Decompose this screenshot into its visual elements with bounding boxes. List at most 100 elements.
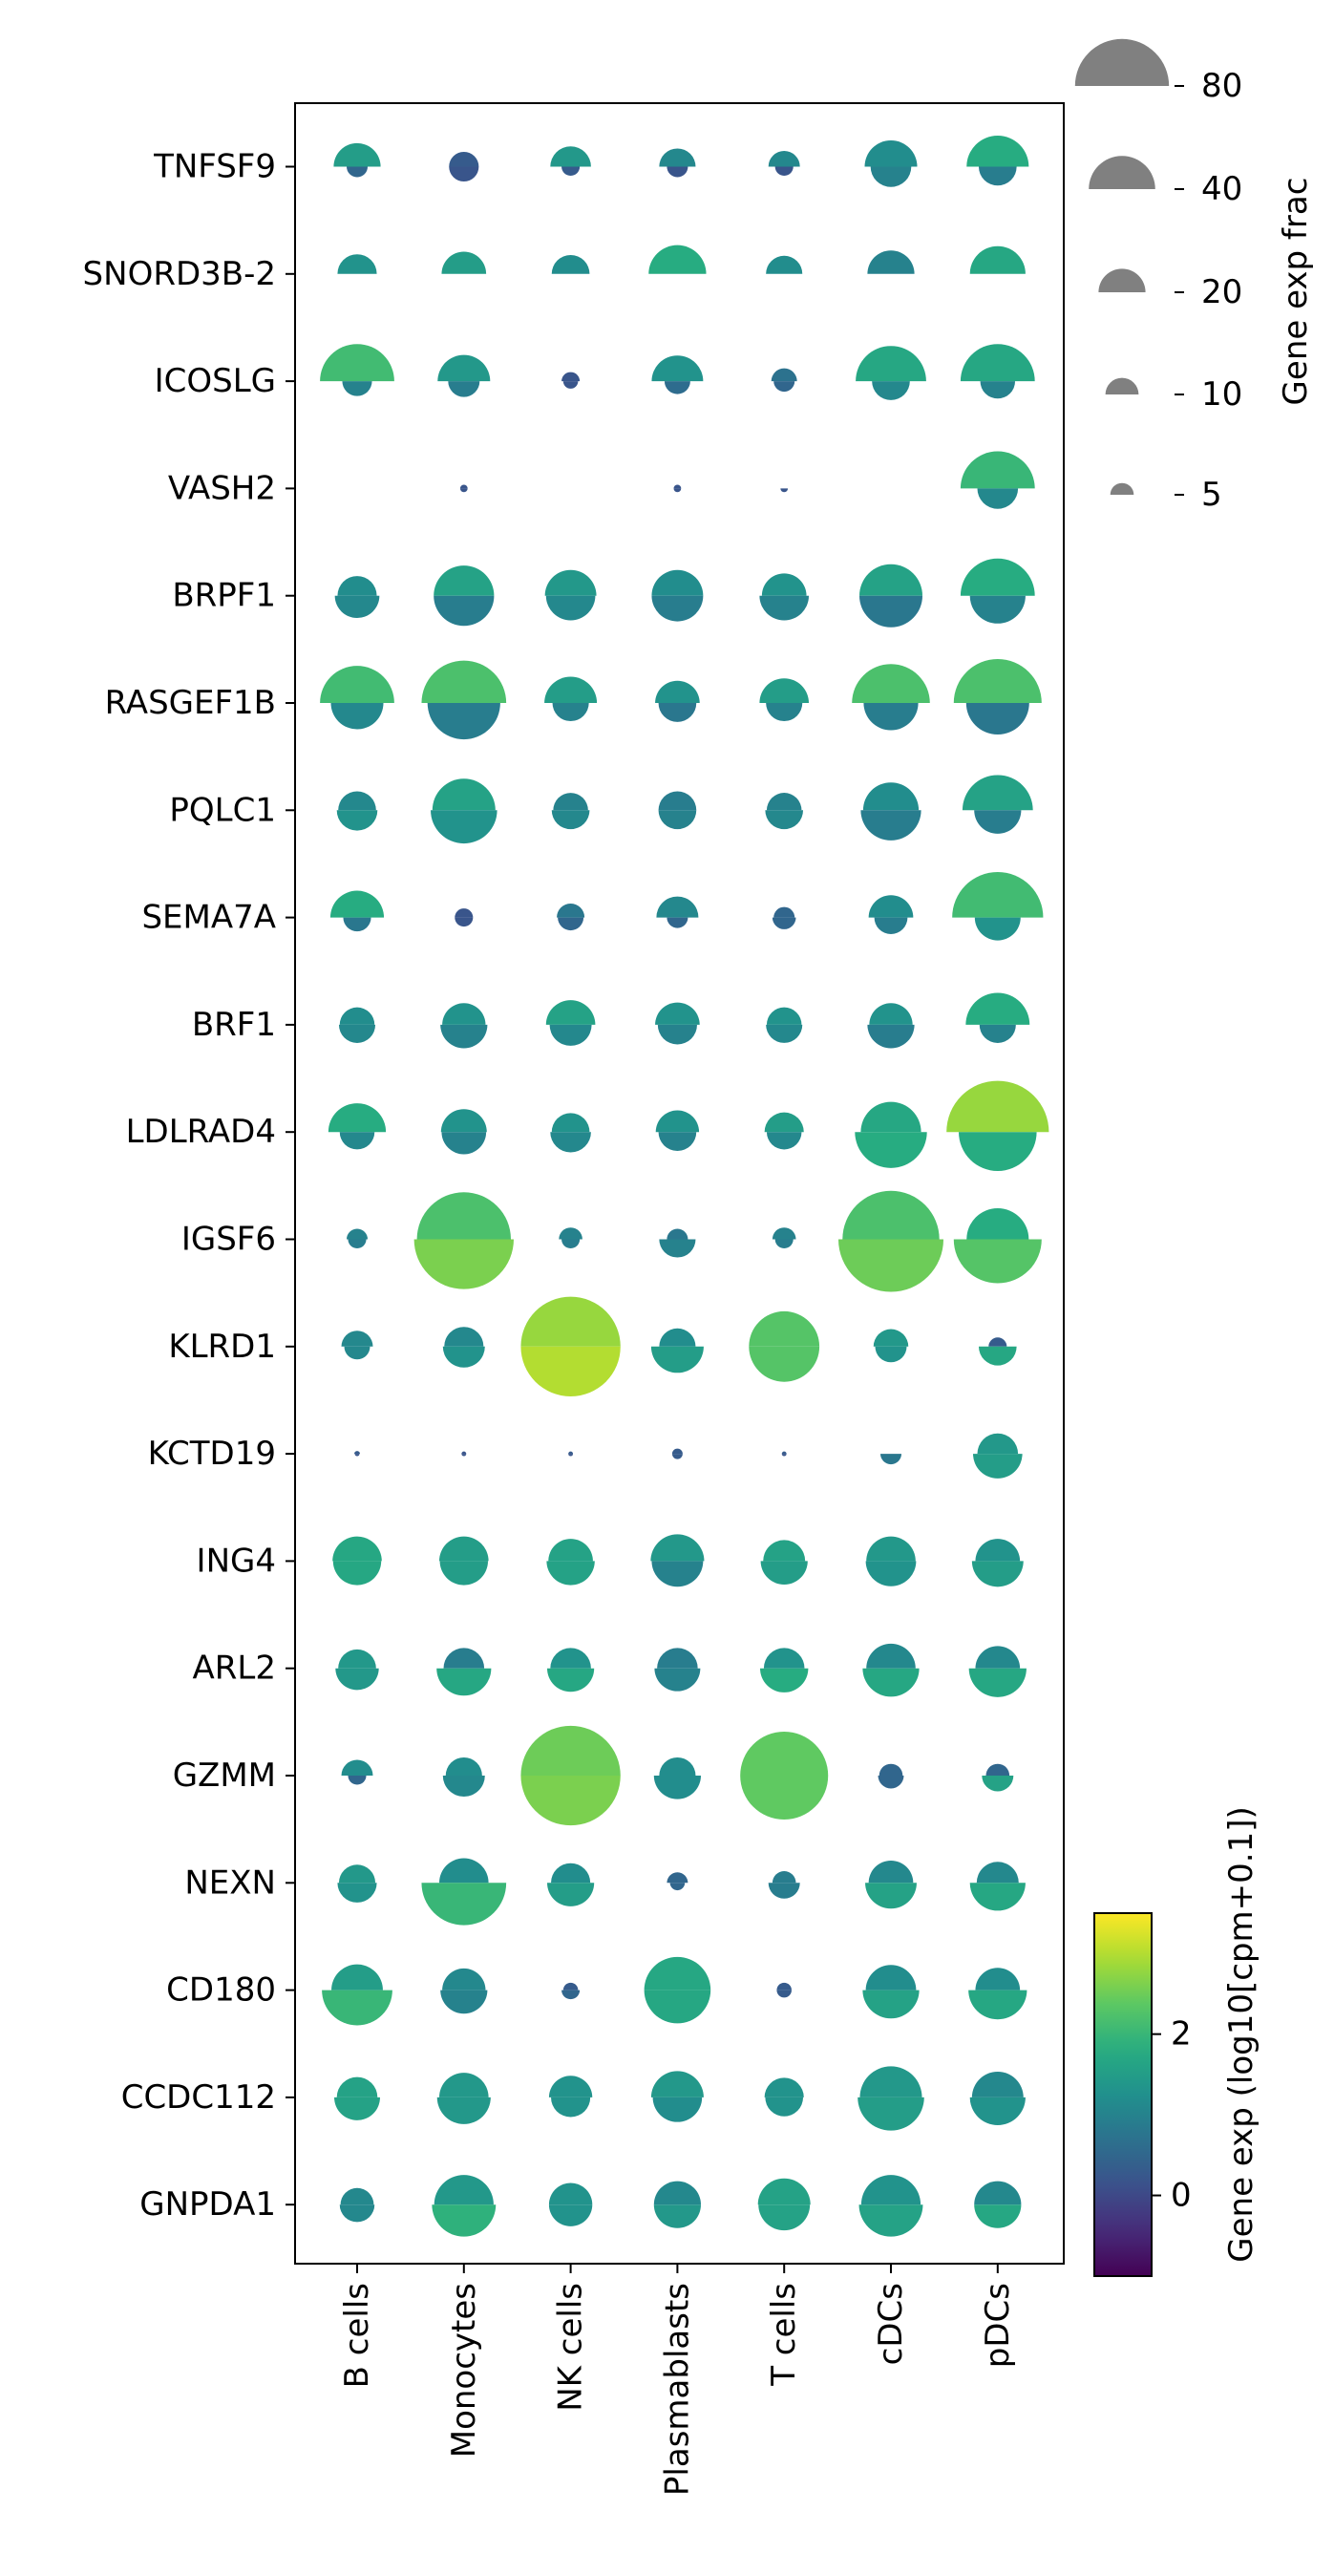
dot-bottom-LDLRAD4-T-cells: [766, 1132, 802, 1150]
dot-bottom-CCDC112-pDCs: [969, 2097, 1026, 2126]
dot-bottom-KLRD1-Plasmablasts: [650, 1346, 704, 1373]
dot-bottom-BRF1-T-cells: [766, 1024, 803, 1043]
dot-top-KCTD19-NK-cells: [568, 1451, 574, 1455]
dot-top-PQLC1-pDCs: [962, 775, 1033, 811]
dot-bottom-ICOSLG-NK-cells: [562, 381, 579, 389]
dot-bottom-GZMM-NK-cells: [520, 1776, 621, 1826]
size-legend-marker: [1089, 156, 1155, 189]
dot-top-LDLRAD4-B-cells: [328, 1103, 387, 1133]
dot-top-RASGEF1B-B-cells: [320, 666, 394, 703]
dot-bottom-IGSF6-cDCs: [838, 1239, 943, 1292]
plot-area: [294, 102, 1065, 2265]
dot-top-BRPF1-cDCs: [859, 564, 922, 596]
gene-label: SNORD3B-2: [83, 255, 276, 293]
dot-top-GZMM-T-cells: [740, 1731, 829, 1776]
dot-bottom-CD180-NK-cells: [561, 1990, 581, 2000]
dot-top-ICOSLG-cDCs: [856, 346, 926, 382]
dot-bottom-BRF1-Monocytes: [440, 1024, 488, 1049]
dot-bottom-CD180-Monocytes: [440, 1990, 488, 2014]
dot-bottom-ING4-cDCs: [865, 1561, 917, 1586]
cell-type-label: cDCs: [872, 2283, 910, 2365]
dot-bottom-SEMA7A-NK-cells: [558, 917, 584, 931]
dot-bottom-NEXN-Monocytes: [421, 1883, 507, 1926]
dot-top-ING4-B-cells: [332, 1536, 382, 1562]
dot-bottom-RASGEF1B-T-cells: [766, 703, 803, 722]
dot-top-ARL2-T-cells: [763, 1648, 805, 1669]
dot-bottom-KCTD19-B-cells: [354, 1454, 360, 1457]
dot-top-RASGEF1B-NK-cells: [544, 676, 598, 703]
dot-bottom-BRF1-NK-cells: [549, 1024, 592, 1046]
dot-top-PQLC1-B-cells: [338, 791, 376, 811]
dot-bottom-GZMM-Plasmablasts: [653, 1776, 701, 1799]
dot-top-ING4-cDCs: [866, 1536, 916, 1562]
dot-top-BRF1-T-cells: [766, 1007, 802, 1025]
dot-top-LDLRAD4-Monocytes: [440, 1109, 487, 1133]
dot-bottom-SEMA7A-pDCs: [974, 917, 1021, 941]
dot-bottom-ICOSLG-B-cells: [342, 381, 372, 396]
dot-top-SNORD3B-2-B-cells: [337, 254, 377, 274]
size-legend-marker: [1074, 38, 1170, 86]
dot-top-KCTD19-pDCs: [977, 1433, 1019, 1455]
dot-bottom-TNFSF9-NK-cells: [561, 166, 581, 177]
size-legend-label: 40: [1201, 170, 1242, 208]
dot-top-PQLC1-NK-cells: [553, 793, 588, 811]
dot-bottom-TNFSF9-Monocytes: [449, 166, 479, 182]
gene-label: TNFSF9: [153, 148, 276, 186]
dot-bottom-SEMA7A-B-cells: [343, 917, 371, 932]
dot-top-SEMA7A-NK-cells: [557, 904, 585, 918]
dot-top-SEMA7A-cDCs: [868, 895, 914, 918]
dot-top-BRF1-Monocytes: [442, 1003, 486, 1025]
dot-bottom-PQLC1-pDCs: [974, 810, 1022, 834]
dot-top-TNFSF9-cDCs: [864, 139, 918, 167]
dot-top-SNORD3B-2-cDCs: [867, 250, 915, 274]
dot-top-NEXN-Monocytes: [439, 1858, 489, 1884]
dot-top-KLRD1-NK-cells: [520, 1296, 621, 1347]
dot-top-TNFSF9-pDCs: [966, 136, 1029, 167]
dot-top-KCTD19-Monocytes: [461, 1451, 467, 1455]
gene-label: PQLC1: [169, 791, 276, 829]
gene-label: RASGEF1B: [105, 684, 276, 722]
dot-top-GZMM-Monocytes: [445, 1756, 482, 1776]
dot-bottom-KLRD1-NK-cells: [520, 1346, 621, 1396]
dot-bottom-KLRD1-T-cells: [749, 1346, 820, 1382]
dot-bottom-TNFSF9-pDCs: [978, 166, 1017, 186]
dot-top-KLRD1-B-cells: [341, 1331, 373, 1347]
gene-label: LDLRAD4: [126, 1113, 276, 1151]
dot-top-NEXN-pDCs: [976, 1862, 1019, 1884]
dot-top-GNPDA1-T-cells: [757, 2178, 811, 2205]
dot-bottom-ING4-Plasmablasts: [651, 1561, 704, 1587]
dot-top-KLRD1-T-cells: [749, 1310, 820, 1347]
dot-bottom-CCDC112-Plasmablasts: [652, 2097, 703, 2122]
dot-top-RASGEF1B-cDCs: [852, 664, 930, 703]
dot-top-GZMM-B-cells: [341, 1759, 373, 1776]
dot-top-RASGEF1B-pDCs: [953, 658, 1042, 703]
dot-bottom-ING4-T-cells: [760, 1561, 808, 1585]
dots-layer: [320, 136, 1049, 2237]
dot-top-BRPF1-B-cells: [337, 576, 377, 596]
gene-label: BRPF1: [172, 577, 276, 615]
dot-top-BRPF1-T-cells: [761, 573, 807, 596]
dot-top-TNFSF9-Plasmablasts: [659, 148, 696, 167]
dot-top-GNPDA1-B-cells: [340, 2187, 374, 2205]
dot-top-ING4-Monocytes: [439, 1536, 489, 1562]
dot-bottom-IGSF6-B-cells: [348, 1239, 367, 1249]
dot-top-SNORD3B-2-Plasmablasts: [648, 245, 707, 274]
dot-bottom-ICOSLG-Monocytes: [448, 381, 480, 397]
dot-top-PQLC1-Monocytes: [432, 778, 496, 811]
dot-top-BRPF1-NK-cells: [544, 569, 597, 596]
dot-top-VASH2-Monocytes: [459, 484, 468, 489]
cell-type-label: T cells: [765, 2283, 803, 2387]
dot-bottom-ARL2-Plasmablasts: [654, 1668, 701, 1692]
dot-top-GNPDA1-Monocytes: [434, 2175, 494, 2205]
dot-top-SNORD3B-2-NK-cells: [551, 254, 590, 274]
colorbar-tick-label: 2: [1171, 2015, 1192, 2054]
dot-top-KLRD1-Monocytes: [444, 1327, 484, 1347]
dot-top-ARL2-B-cells: [338, 1649, 376, 1669]
colorbar-tick-label: 0: [1171, 2177, 1192, 2215]
dot-bottom-GZMM-cDCs: [878, 1776, 904, 1789]
gene-label: GZMM: [173, 1756, 276, 1795]
dot-top-ICOSLG-NK-cells: [561, 372, 581, 382]
dot-bottom-CCDC112-cDCs: [858, 2097, 924, 2131]
dot-bottom-BRF1-pDCs: [979, 1024, 1016, 1043]
dot-bottom-KCTD19-pDCs: [973, 1454, 1023, 1479]
